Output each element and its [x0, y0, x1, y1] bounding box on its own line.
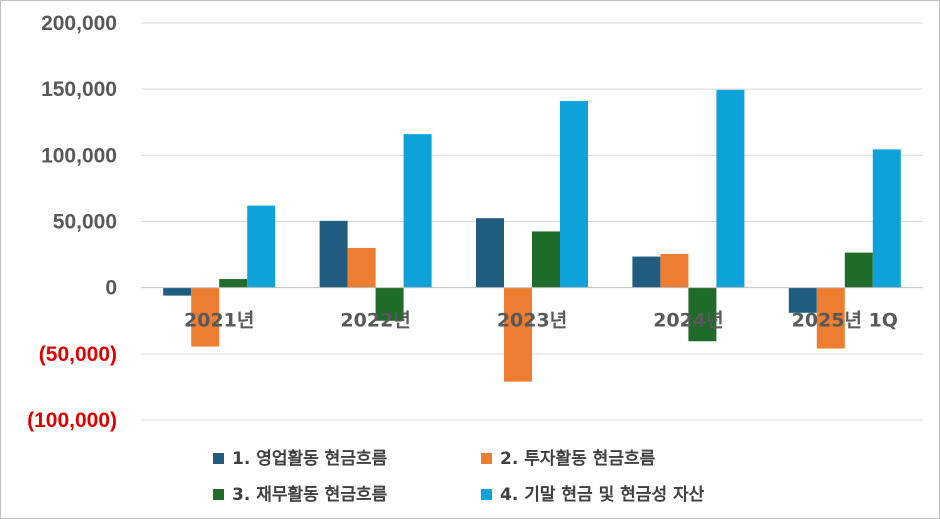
- legend-item-investing: 2. 투자활동 현금흐름: [481, 447, 655, 471]
- bar-series1-2: [319, 220, 348, 288]
- bar-series1-3: [476, 218, 504, 288]
- legend-item-ending-cash: 4. 기말 현금 및 현금성 자산: [481, 483, 704, 507]
- bar-series2-1: [191, 287, 220, 347]
- x-category-label: 2021년: [184, 310, 254, 332]
- bar-series4-1: [247, 205, 276, 288]
- bar-series2-2: [347, 247, 376, 288]
- bar-series4-3: [560, 101, 588, 288]
- legend-label-operating: 1. 영업활동 현금흐름: [232, 449, 388, 469]
- y-tick-label: 150,000: [41, 78, 117, 101]
- bar-series2-4: [660, 253, 689, 288]
- legend-swatch-ending-cash: [481, 488, 492, 500]
- bar-series3-4: [688, 287, 717, 342]
- legend-swatch-investing: [481, 452, 492, 464]
- y-tick-label: (100,000): [27, 409, 117, 432]
- legend-label-financing: 3. 재무활동 현금흐름: [232, 485, 388, 505]
- legend-swatch-operating: [213, 452, 224, 464]
- y-axis-tick-labels: 200,000 150,000 100,000 50,000 0 (50,000) (100…: [27, 12, 117, 432]
- bar-series1-1: [163, 287, 192, 296]
- bar-series1-5: [788, 287, 817, 313]
- y-tick-label: 100,000: [41, 144, 117, 167]
- legend-label-investing: 2. 투자활동 현금흐름: [500, 449, 656, 469]
- bar-series1-4: [632, 256, 661, 288]
- bar-series3-1: [219, 279, 248, 288]
- legend-label-ending-cash: 4. 기말 현금 및 현금성 자산: [500, 485, 705, 505]
- x-category-label: 2025년 1Q: [792, 310, 898, 332]
- y-tick-label: 0: [105, 277, 117, 300]
- x-category-label: 2024년: [653, 310, 723, 332]
- y-tick-label: 200,000: [41, 12, 117, 35]
- category-labels: 2021년 2022년 2023년 2024년 2025년 1Q: [184, 310, 898, 332]
- bar-series4-4: [716, 89, 745, 288]
- bar-series3-3: [532, 231, 560, 288]
- bar-series2-5: [816, 287, 845, 349]
- y-tick-label: 50,000: [53, 211, 117, 234]
- legend-item-financing: 3. 재무활동 현금흐름: [213, 483, 387, 507]
- legend-swatch-financing: [213, 488, 224, 500]
- y-tick-label: (50,000): [39, 343, 117, 366]
- x-category-label: 2022년: [340, 310, 410, 332]
- bar-series4-2: [403, 134, 432, 288]
- x-category-label: 2023년: [497, 310, 567, 332]
- bars: [163, 89, 901, 382]
- legend-item-operating: 1. 영업활동 현금흐름: [213, 447, 387, 471]
- bar-series4-5: [872, 149, 901, 288]
- bar-series2-3: [504, 287, 532, 382]
- bar-series3-5: [844, 252, 873, 288]
- bar-series3-2: [375, 287, 404, 321]
